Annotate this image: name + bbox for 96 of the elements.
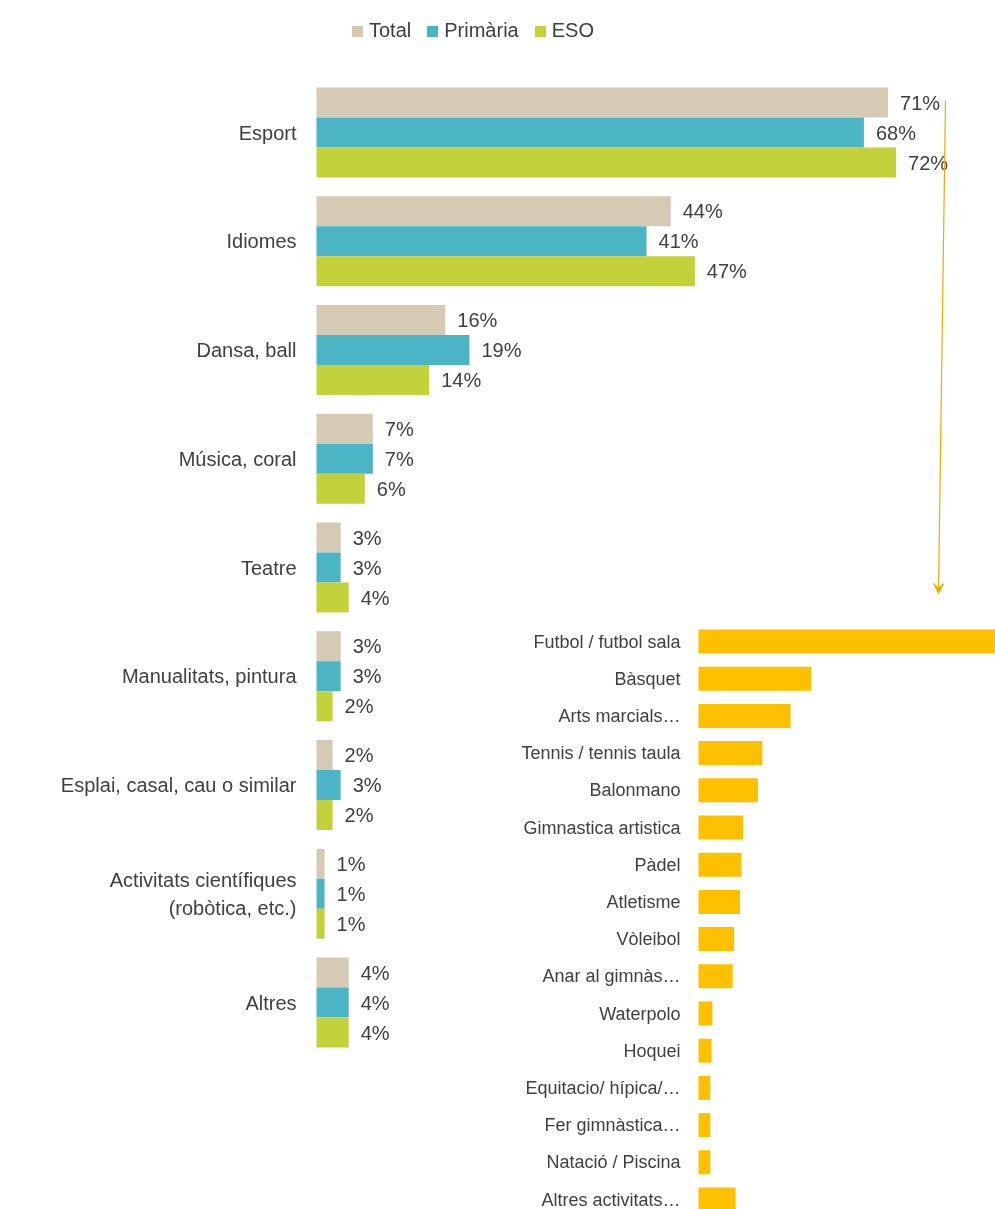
bar bbox=[698, 666, 812, 691]
y-tick-label: Fer gimnàstica… bbox=[544, 1115, 681, 1136]
bar bbox=[316, 1017, 349, 1048]
bar bbox=[698, 1038, 712, 1063]
bar bbox=[698, 1150, 711, 1175]
bar bbox=[698, 778, 758, 803]
bar bbox=[316, 908, 325, 939]
y-tick-label: Altres activitats… bbox=[541, 1189, 681, 1209]
y-tick-label: Equitacio/ hípica/… bbox=[525, 1077, 681, 1098]
bar bbox=[698, 852, 742, 877]
bar bbox=[316, 305, 446, 335]
bar bbox=[316, 473, 365, 504]
bar bbox=[316, 413, 373, 444]
bar bbox=[698, 889, 741, 914]
bar bbox=[316, 87, 889, 118]
data-label: 19% bbox=[481, 339, 522, 361]
y-tick-label: Bàsquet bbox=[614, 668, 681, 689]
bar bbox=[316, 661, 341, 692]
bar bbox=[698, 1113, 711, 1138]
bar bbox=[316, 631, 341, 662]
data-label: 4% bbox=[360, 1021, 390, 1044]
bar bbox=[316, 987, 349, 1018]
data-label: 14% bbox=[441, 369, 482, 391]
bar bbox=[316, 196, 671, 227]
bar bbox=[316, 365, 430, 395]
y-tick-label: Natació / Piscina bbox=[546, 1152, 682, 1173]
data-label: 1% bbox=[336, 912, 366, 935]
y-tick-label: Música, coral bbox=[178, 447, 297, 470]
y-tick-label: Teatre bbox=[240, 556, 297, 579]
data-label: 2% bbox=[344, 744, 374, 766]
y-tick-label: Futbol / futbol sala bbox=[533, 631, 682, 652]
legend-label: ESO bbox=[551, 19, 594, 42]
bar bbox=[316, 957, 349, 988]
y-tick-label: Waterpolo bbox=[599, 1003, 681, 1024]
data-label: 3% bbox=[352, 635, 382, 658]
data-label: 71% bbox=[900, 91, 941, 114]
y-tick-label: Gimnastica artistica bbox=[523, 817, 682, 838]
bar bbox=[316, 147, 897, 178]
y-tick-label: Manualitats, pintura bbox=[121, 665, 298, 688]
bar bbox=[316, 848, 325, 879]
y-tick-label: Esport bbox=[238, 121, 297, 144]
data-label: 6% bbox=[376, 477, 406, 500]
data-label: 4% bbox=[360, 586, 390, 609]
bar bbox=[316, 256, 695, 287]
bar bbox=[316, 582, 349, 613]
bar bbox=[698, 964, 733, 989]
bar bbox=[698, 815, 744, 840]
bar bbox=[316, 552, 341, 583]
data-label: 3% bbox=[352, 774, 382, 796]
data-label: 3% bbox=[352, 665, 382, 688]
data-label: 1% bbox=[336, 882, 366, 905]
data-label: 7% bbox=[384, 417, 414, 440]
data-label: 2% bbox=[344, 695, 374, 718]
bar bbox=[316, 226, 647, 257]
y-tick-label: Dansa, ball bbox=[196, 339, 297, 361]
bar bbox=[698, 629, 995, 654]
y-tick-label: Hoquei bbox=[623, 1040, 681, 1061]
bar bbox=[698, 1075, 711, 1100]
bar bbox=[698, 1001, 713, 1026]
bar bbox=[316, 800, 333, 830]
bar bbox=[698, 741, 763, 766]
y-tick-label: Balonmano bbox=[589, 780, 681, 801]
bar bbox=[316, 691, 333, 722]
bar bbox=[316, 770, 341, 800]
data-label: 47% bbox=[706, 260, 748, 283]
bar bbox=[698, 703, 791, 728]
data-label: 3% bbox=[352, 556, 382, 579]
data-label: 16% bbox=[457, 309, 498, 331]
bar bbox=[316, 740, 333, 770]
bar bbox=[316, 117, 864, 148]
y-tick-label: Vòleibol bbox=[616, 929, 681, 950]
y-tick-label: Tennis / tennis taula bbox=[521, 743, 682, 764]
y-tick-label: Idiomes bbox=[226, 230, 297, 253]
y-tick-label: Pàdel bbox=[634, 854, 681, 875]
data-label: 4% bbox=[360, 961, 390, 984]
data-label: 1% bbox=[336, 852, 366, 875]
data-label: 7% bbox=[384, 447, 414, 470]
data-label: 2% bbox=[344, 804, 374, 826]
y-tick-label: Esplai, casal, cau o similar bbox=[60, 774, 297, 796]
data-label: 68% bbox=[875, 121, 917, 144]
bar bbox=[316, 335, 470, 365]
data-label: 4% bbox=[360, 991, 390, 1014]
y-tick-label: Altres bbox=[245, 991, 297, 1014]
legend-label: Total bbox=[369, 19, 412, 42]
y-tick-label: Anar al gimnàs… bbox=[542, 966, 681, 987]
bar bbox=[316, 522, 341, 553]
data-label: 41% bbox=[658, 230, 699, 253]
y-tick-label: Atletisme bbox=[606, 891, 681, 912]
legend-label: Primària bbox=[444, 19, 519, 42]
bar bbox=[316, 878, 325, 909]
y-tick-label: Arts marcials… bbox=[558, 705, 681, 726]
bar bbox=[698, 927, 735, 952]
data-label: 3% bbox=[352, 526, 382, 549]
data-label: 44% bbox=[682, 200, 723, 223]
y-tick-label: Activitats científiques (robòtica, etc.) bbox=[109, 869, 297, 919]
bar bbox=[316, 443, 373, 474]
